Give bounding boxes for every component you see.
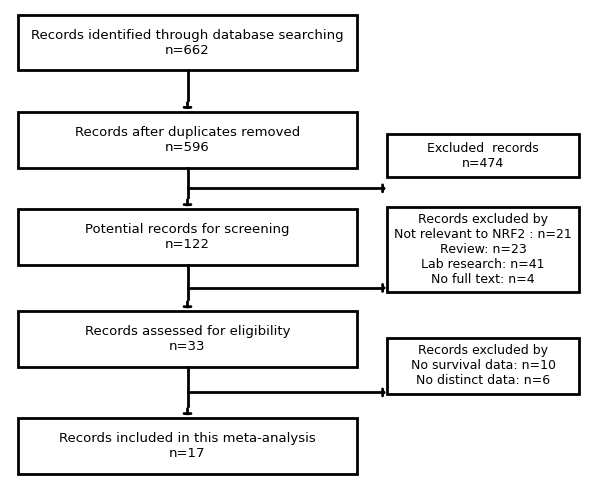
FancyBboxPatch shape <box>387 338 579 394</box>
Text: Potential records for screening
n=122: Potential records for screening n=122 <box>85 223 290 251</box>
FancyBboxPatch shape <box>18 112 357 168</box>
FancyBboxPatch shape <box>387 207 579 292</box>
Text: Records assessed for eligibility
n=33: Records assessed for eligibility n=33 <box>85 325 290 353</box>
FancyBboxPatch shape <box>387 134 579 177</box>
Text: Records excluded by
No survival data: n=10
No distinct data: n=6: Records excluded by No survival data: n=… <box>410 344 556 387</box>
Text: Records included in this meta-analysis
n=17: Records included in this meta-analysis n… <box>59 432 316 460</box>
Text: Excluded  records
n=474: Excluded records n=474 <box>427 141 539 170</box>
FancyBboxPatch shape <box>18 209 357 265</box>
Text: Records after duplicates removed
n=596: Records after duplicates removed n=596 <box>75 126 300 154</box>
FancyBboxPatch shape <box>18 15 357 70</box>
FancyBboxPatch shape <box>18 311 357 367</box>
FancyBboxPatch shape <box>18 418 357 474</box>
Text: Records excluded by
Not relevant to NRF2 : n=21
Review: n=23
Lab research: n=41
: Records excluded by Not relevant to NRF2… <box>394 212 572 286</box>
Text: Records identified through database searching
n=662: Records identified through database sear… <box>31 29 344 56</box>
